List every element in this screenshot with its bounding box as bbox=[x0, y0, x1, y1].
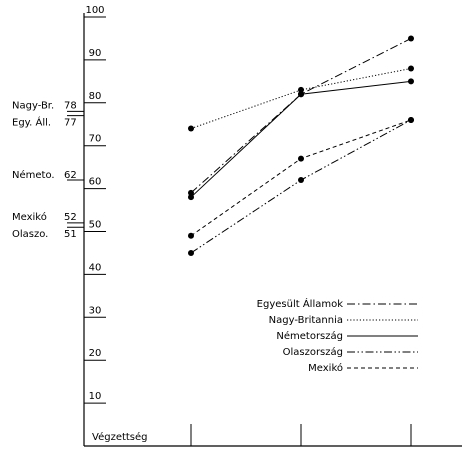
side-marker-label: Mexikó bbox=[12, 211, 47, 223]
side-marker-label: Nagy-Br. bbox=[12, 100, 54, 111]
data-point bbox=[188, 232, 194, 239]
side-marker-value: 78 bbox=[64, 100, 77, 111]
series-line bbox=[190, 67, 412, 130]
y-tick-label: 50 bbox=[89, 220, 102, 231]
series-group bbox=[188, 35, 414, 256]
data-point bbox=[298, 86, 304, 93]
y-tick-label: 80 bbox=[89, 91, 102, 102]
side-marker-label: Egy. Áll. bbox=[12, 116, 51, 129]
y-tick-label: 60 bbox=[89, 177, 102, 188]
legend-label: Egyesült Államok bbox=[257, 297, 344, 310]
data-point bbox=[408, 116, 414, 123]
data-point bbox=[188, 249, 194, 256]
y-tick-label: 20 bbox=[89, 348, 102, 359]
data-point bbox=[298, 155, 304, 162]
legend-label: Németország bbox=[276, 330, 343, 342]
side-marker-value: 51 bbox=[64, 229, 77, 240]
side-marker-label: Németo. bbox=[12, 169, 55, 181]
side-markers: 78 Nagy-Br. 77 Egy. Áll. 62 Németo. 52 Mexikó 51… bbox=[12, 100, 84, 240]
data-point bbox=[408, 65, 414, 72]
data-point bbox=[298, 91, 304, 98]
data-point bbox=[408, 78, 414, 85]
series-line bbox=[190, 38, 412, 194]
x-axis-label: Végzettség bbox=[92, 431, 148, 443]
data-point bbox=[188, 125, 194, 132]
y-tick-label: 10 bbox=[89, 391, 102, 402]
data-point bbox=[188, 194, 194, 201]
y-tick-label: 90 bbox=[89, 48, 102, 59]
series-line bbox=[190, 119, 412, 254]
y-tick-label: 100 bbox=[85, 5, 104, 16]
y-tick-label: 40 bbox=[89, 262, 102, 273]
legend-label: Nagy-Britannia bbox=[269, 315, 343, 326]
data-point bbox=[188, 189, 194, 196]
side-marker-value: 62 bbox=[64, 170, 77, 181]
y-tick-label: 30 bbox=[89, 305, 102, 316]
side-marker-value: 52 bbox=[64, 212, 77, 223]
side-marker-value: 77 bbox=[64, 118, 77, 129]
axes: 10 20 30 40 50 60 70 80 90 100 bbox=[83, 5, 462, 447]
legend: Egyesült Államok Nagy-Britannia Németorszá… bbox=[257, 297, 418, 374]
legend-label: Olaszország bbox=[283, 346, 343, 358]
data-point bbox=[408, 35, 414, 42]
data-point bbox=[298, 177, 304, 184]
legend-label: Mexikó bbox=[308, 362, 343, 374]
side-marker-label: Olaszo. bbox=[12, 229, 48, 240]
y-tick-label: 70 bbox=[89, 134, 102, 145]
